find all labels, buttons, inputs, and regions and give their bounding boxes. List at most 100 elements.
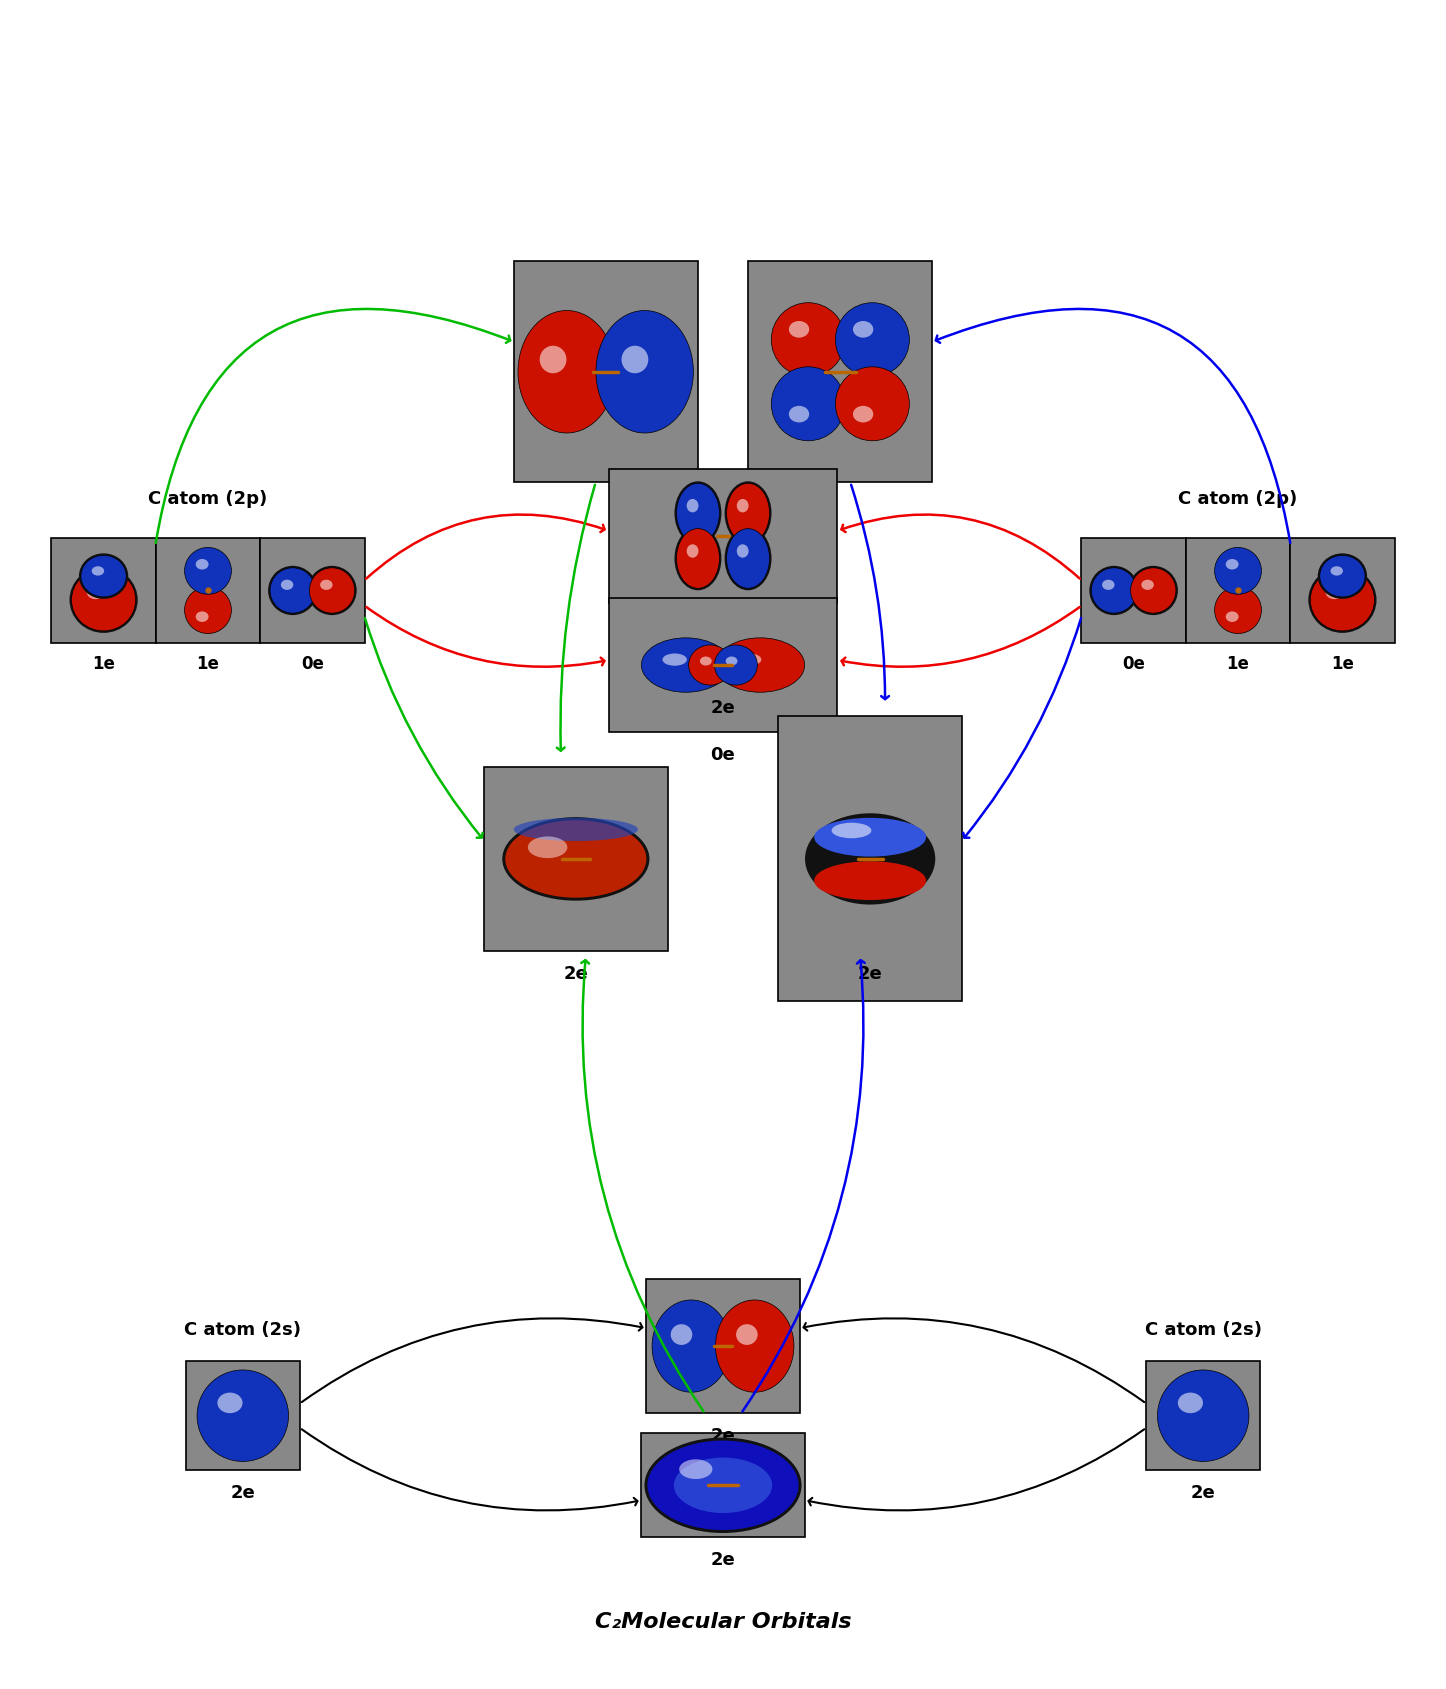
Ellipse shape (1141, 579, 1154, 589)
FancyBboxPatch shape (484, 767, 668, 951)
Ellipse shape (505, 821, 646, 897)
Text: 2e: 2e (564, 964, 589, 983)
Ellipse shape (1131, 568, 1176, 613)
Ellipse shape (1089, 566, 1138, 615)
FancyBboxPatch shape (778, 716, 962, 1002)
Ellipse shape (674, 481, 722, 546)
Text: 2e: 2e (857, 964, 882, 983)
Ellipse shape (724, 527, 772, 589)
Ellipse shape (814, 861, 925, 900)
Ellipse shape (700, 657, 711, 665)
Ellipse shape (308, 566, 357, 615)
Ellipse shape (645, 1437, 801, 1534)
Ellipse shape (1092, 568, 1137, 613)
Ellipse shape (853, 321, 873, 338)
Ellipse shape (1320, 556, 1365, 596)
Ellipse shape (185, 586, 231, 633)
FancyBboxPatch shape (749, 262, 933, 481)
FancyBboxPatch shape (513, 262, 697, 481)
Ellipse shape (1215, 586, 1261, 633)
Ellipse shape (268, 566, 317, 615)
Ellipse shape (1226, 559, 1239, 569)
FancyBboxPatch shape (1186, 539, 1290, 644)
FancyBboxPatch shape (52, 539, 156, 644)
Ellipse shape (836, 367, 910, 441)
Ellipse shape (270, 568, 315, 613)
FancyBboxPatch shape (646, 1279, 800, 1414)
Ellipse shape (814, 817, 925, 856)
Ellipse shape (69, 568, 137, 633)
Ellipse shape (771, 302, 846, 377)
Text: C atom (2s): C atom (2s) (184, 1321, 301, 1339)
Text: C atom (2p): C atom (2p) (1178, 490, 1297, 508)
Ellipse shape (217, 1393, 243, 1414)
Ellipse shape (1310, 569, 1375, 632)
Ellipse shape (281, 579, 294, 589)
Ellipse shape (853, 405, 873, 422)
Ellipse shape (80, 554, 129, 600)
Text: 0e: 0e (710, 747, 736, 763)
Ellipse shape (195, 559, 208, 569)
Text: 1e: 1e (197, 655, 220, 672)
Ellipse shape (836, 302, 910, 377)
Ellipse shape (596, 311, 694, 432)
Text: 0e: 0e (301, 655, 324, 672)
Ellipse shape (1102, 579, 1115, 589)
Ellipse shape (790, 405, 810, 422)
Text: C atom (2s): C atom (2s) (1145, 1321, 1262, 1339)
Ellipse shape (1309, 568, 1377, 633)
Ellipse shape (81, 556, 126, 596)
Ellipse shape (197, 1370, 289, 1461)
Ellipse shape (714, 645, 758, 686)
Ellipse shape (1129, 566, 1178, 615)
FancyBboxPatch shape (1082, 539, 1186, 644)
Ellipse shape (87, 584, 104, 600)
Text: 2e: 2e (710, 1552, 736, 1569)
Text: 2e: 2e (710, 1427, 736, 1446)
Ellipse shape (71, 569, 136, 632)
FancyBboxPatch shape (1147, 1361, 1261, 1471)
Ellipse shape (688, 645, 732, 686)
Ellipse shape (91, 566, 104, 576)
Ellipse shape (737, 544, 749, 557)
Text: 0e: 0e (1122, 655, 1145, 672)
Text: 2e: 2e (710, 699, 736, 718)
Ellipse shape (1330, 566, 1343, 576)
Ellipse shape (662, 654, 687, 665)
Ellipse shape (736, 1324, 758, 1344)
Ellipse shape (771, 367, 846, 441)
FancyBboxPatch shape (260, 539, 364, 644)
Ellipse shape (674, 1458, 772, 1513)
FancyBboxPatch shape (156, 539, 260, 644)
Text: 1e: 1e (1226, 655, 1249, 672)
Ellipse shape (1215, 547, 1261, 595)
Ellipse shape (674, 527, 722, 589)
Ellipse shape (726, 657, 737, 665)
Ellipse shape (687, 498, 698, 512)
Ellipse shape (716, 638, 804, 692)
Ellipse shape (1326, 584, 1343, 600)
Ellipse shape (726, 483, 769, 542)
Ellipse shape (1157, 1370, 1249, 1461)
Ellipse shape (652, 1301, 730, 1392)
Text: 2e: 2e (1192, 1485, 1216, 1502)
FancyBboxPatch shape (609, 468, 837, 603)
Ellipse shape (642, 638, 730, 692)
Ellipse shape (671, 1324, 693, 1344)
Ellipse shape (309, 568, 354, 613)
Text: C atom (2p): C atom (2p) (149, 490, 268, 508)
Ellipse shape (805, 814, 936, 905)
Ellipse shape (680, 1459, 713, 1480)
Ellipse shape (737, 654, 762, 665)
Ellipse shape (518, 311, 616, 432)
Ellipse shape (1317, 554, 1366, 600)
Text: C₂Molecular Orbitals: C₂Molecular Orbitals (594, 1613, 852, 1633)
Ellipse shape (716, 1301, 794, 1392)
Ellipse shape (1226, 611, 1239, 622)
Text: 1e: 1e (93, 655, 116, 672)
Ellipse shape (737, 498, 749, 512)
Ellipse shape (790, 321, 810, 338)
Ellipse shape (677, 483, 720, 542)
Text: 1e: 1e (1330, 655, 1353, 672)
Ellipse shape (677, 529, 720, 588)
